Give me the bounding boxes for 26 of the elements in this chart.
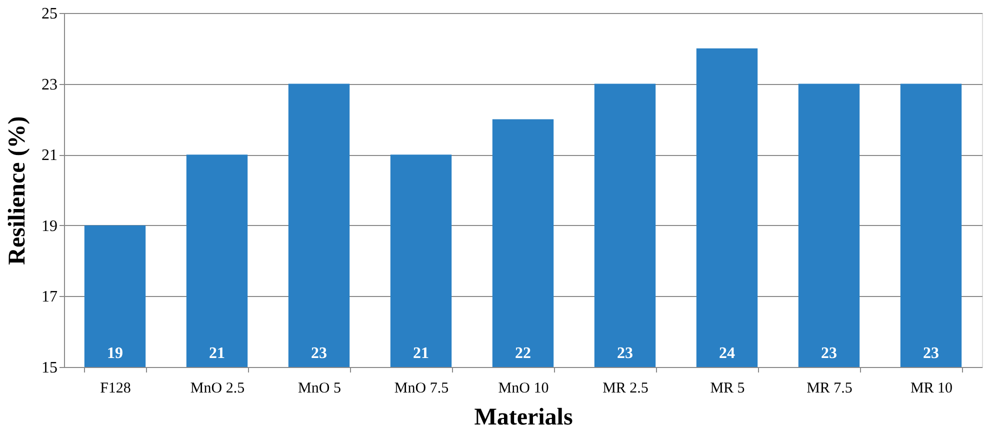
data-label: 19 (107, 345, 123, 362)
y-tick-label: 19 (42, 218, 58, 235)
data-label: 23 (923, 345, 939, 362)
x-tick-label: MR 10 (910, 380, 953, 396)
data-label: 23 (617, 345, 633, 362)
y-tick-label: 21 (42, 147, 58, 164)
data-label: 23 (821, 345, 837, 362)
data-label: 21 (413, 345, 429, 362)
data-label: 22 (515, 345, 531, 362)
y-tick-label: 15 (42, 360, 58, 376)
x-axis-title: Materials (474, 404, 573, 430)
x-tick-label: MR 7.5 (806, 380, 852, 396)
y-tick-label: 23 (42, 76, 58, 94)
y-axis-title: Resilience (%) (4, 116, 30, 265)
data-label: 23 (311, 345, 327, 362)
x-tick-label: MR 5 (710, 380, 745, 396)
data-label: 24 (719, 345, 735, 362)
x-tick-label: MnO 2.5 (190, 380, 245, 396)
x-tick-label: MR 2.5 (602, 380, 648, 396)
x-tick-label: MnO 7.5 (394, 380, 449, 396)
x-tick-label: MnO 5 (298, 380, 341, 396)
y-tick-label: 17 (42, 288, 58, 306)
data-label: 21 (209, 345, 225, 362)
x-tick-label: MnO 10 (498, 380, 549, 396)
y-tick-label: 25 (42, 6, 58, 22)
x-tick-label: F128 (100, 380, 131, 396)
